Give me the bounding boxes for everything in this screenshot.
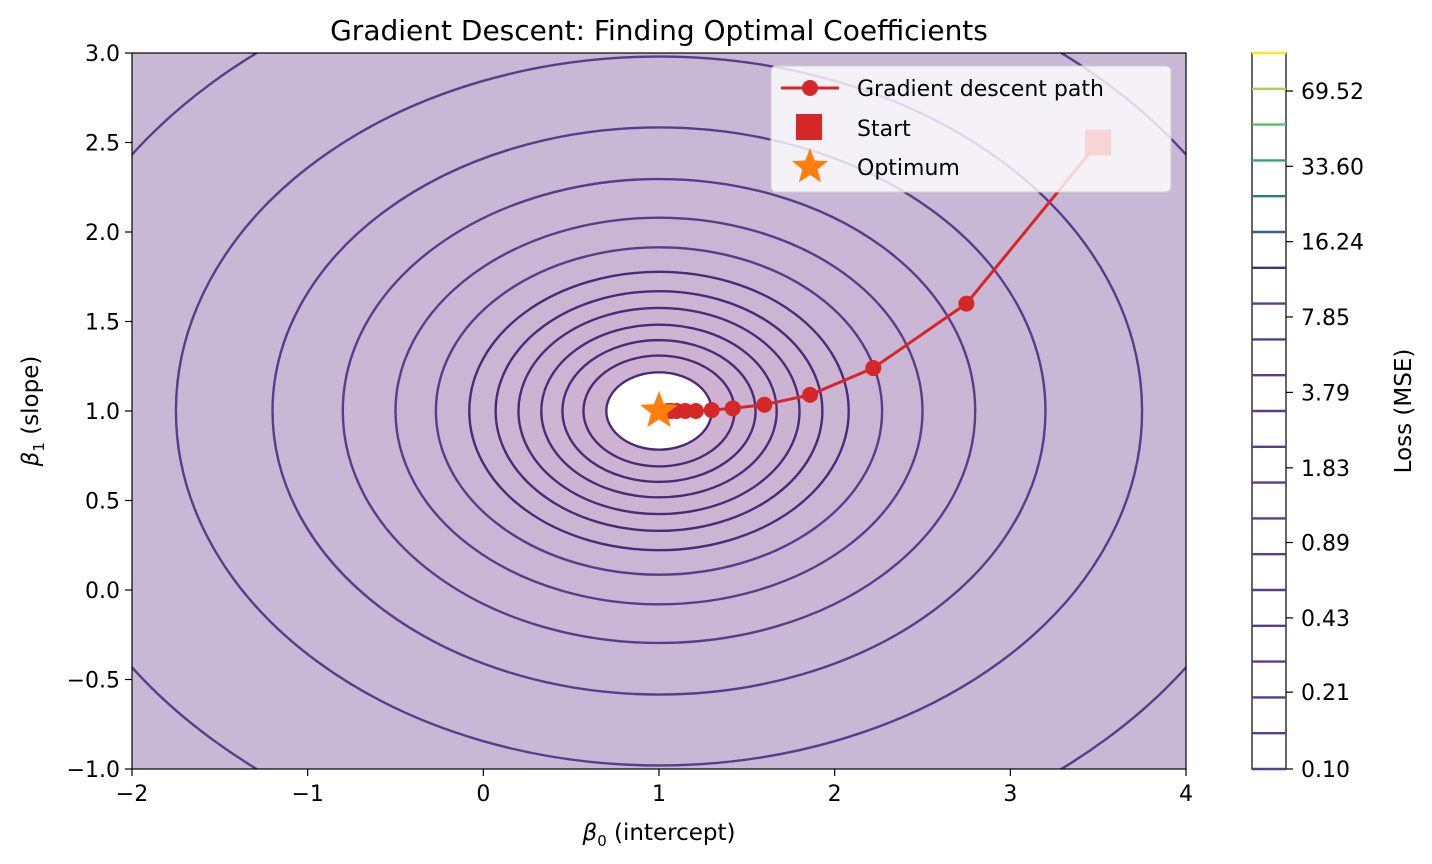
y-axis-label: β1 (slope) (18, 356, 48, 468)
colorbar-tick-label: 16.24 (1301, 231, 1364, 256)
gradient-path-point (703, 402, 720, 419)
contour-line (494, 289, 824, 533)
x-tick-label: −2 (116, 782, 148, 807)
colorbar: 0.10 0.21 0.43 0.89 1.83 3.79 7.85 16.24 33.60 69… (1251, 51, 1417, 783)
y-tick-label: −0.5 (67, 669, 120, 694)
contour-line (341, 177, 977, 645)
contour-line (517, 306, 801, 516)
legend-start-marker (796, 114, 822, 140)
contour-line (540, 323, 778, 499)
legend-label-path: Gradient descent path (857, 77, 1104, 102)
x-tick-label: 0 (476, 782, 490, 807)
gradient-path-point (958, 295, 975, 312)
colorbar-tick-label: 3.79 (1301, 381, 1350, 406)
colorbar-tick-label: 0.21 (1301, 681, 1350, 706)
y-axis: −1.0 −0.5 0.0 0.5 1.0 1.5 2.0 2.5 3.0 (67, 42, 132, 783)
colorbar-label: Loss (MSE) (1391, 349, 1417, 474)
y-tick-label: −1.0 (67, 758, 120, 783)
colorbar-tick-label: 1.83 (1301, 457, 1350, 482)
x-tick-label: 2 (828, 782, 842, 807)
x-tick-label: −1 (291, 782, 323, 807)
legend-label-start: Start (857, 117, 911, 142)
contour-line (468, 270, 850, 552)
y-tick-label: 0.0 (85, 579, 120, 604)
chart-title: Gradient Descent: Finding Optimal Coeffi… (330, 14, 988, 47)
x-axis-label: β0 (intercept) (582, 820, 736, 850)
y-tick-label: 1.5 (85, 311, 120, 336)
contour-line (394, 216, 924, 606)
colorbar-tick-label: 0.89 (1301, 532, 1350, 557)
y-tick-label: 0.5 (85, 490, 120, 515)
y-tick-label: 2.0 (85, 221, 120, 246)
optimum-marker (639, 391, 679, 428)
contour-line (434, 246, 884, 576)
gradient-path-point (724, 400, 741, 417)
colorbar-tick-label: 33.60 (1301, 155, 1364, 180)
contour-line (271, 126, 1047, 696)
gradient-path-point (756, 396, 773, 413)
legend-optimum-marker (791, 148, 829, 183)
y-tick-label: 1.0 (85, 400, 120, 425)
legend-path-marker (802, 80, 818, 96)
x-tick-label: 3 (1003, 782, 1017, 807)
legend-box (770, 65, 1172, 193)
colorbar-tick-label: 7.85 (1301, 306, 1350, 331)
x-axis: −2 −1 0 1 2 3 4 (116, 769, 1193, 807)
plot-area (131, 52, 1187, 770)
gradient-path-point (802, 386, 819, 403)
colorbar-tick-label: 0.43 (1301, 607, 1350, 632)
colorbar-tick-label: 0.10 (1301, 758, 1350, 783)
legend-label-optimum: Optimum (857, 156, 960, 181)
x-tick-label: 1 (652, 782, 666, 807)
legend: Gradient descent path Start Optimum (770, 65, 1172, 193)
contour-line (174, 55, 1144, 767)
x-tick-label: 4 (1179, 782, 1193, 807)
contour-line (561, 338, 757, 484)
y-tick-label: 3.0 (85, 42, 120, 67)
y-tick-label: 2.5 (85, 132, 120, 157)
colorbar-tick-label: 69.52 (1301, 80, 1364, 105)
gradient-path-point (865, 360, 882, 377)
